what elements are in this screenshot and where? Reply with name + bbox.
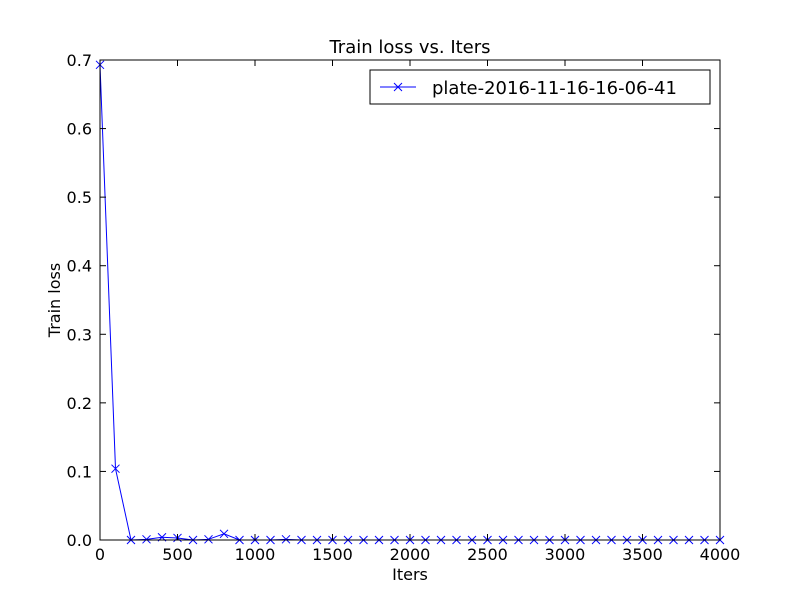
y-axis-label: Train loss xyxy=(45,263,64,338)
x-tick-label: 1000 xyxy=(235,545,276,564)
legend: plate-2016-11-16-16-06-41 xyxy=(369,69,711,105)
y-tick-label: 0.1 xyxy=(67,462,92,481)
plot-marks xyxy=(95,60,725,545)
y-tick-label: 0.6 xyxy=(67,120,92,139)
data-point-marker xyxy=(219,529,229,539)
y-tick-label: 0.4 xyxy=(67,257,92,276)
series-line xyxy=(99,64,720,541)
x-tick-label: 1500 xyxy=(312,545,353,564)
x-tick-label: 2000 xyxy=(390,545,431,564)
data-point-marker xyxy=(142,534,151,544)
y-tick-label: 0.7 xyxy=(67,51,92,70)
y-tick-label: 0.3 xyxy=(67,325,92,344)
data-point-marker xyxy=(111,464,120,474)
y-tick-label: 0.5 xyxy=(67,188,92,207)
x-tick-label: 4000 xyxy=(700,545,741,564)
x-tick-label: 3500 xyxy=(622,545,663,564)
x-axis-label: Iters xyxy=(392,565,428,584)
axis-ticks: 0 500 1000 1500 2000 2500 3000 3500 4000 0.0 0.1 0.… xyxy=(67,51,741,564)
legend-box xyxy=(369,69,711,105)
chart-title: Train loss vs. Iters xyxy=(328,37,490,58)
legend-marker xyxy=(393,82,403,92)
x-tick-label: 0 xyxy=(95,545,105,564)
data-point-marker xyxy=(281,534,291,544)
y-tick-label: 0.2 xyxy=(67,394,92,413)
data-point-marker xyxy=(204,534,213,544)
x-tick-label: 500 xyxy=(162,545,193,564)
y-tick-label: 0.0 xyxy=(67,531,92,550)
plot-frame xyxy=(99,59,721,541)
x-tick-label: 2500 xyxy=(467,545,508,564)
x-tick-label: 3000 xyxy=(545,545,586,564)
legend-label: plate-2016-11-16-16-06-41 xyxy=(432,78,677,99)
